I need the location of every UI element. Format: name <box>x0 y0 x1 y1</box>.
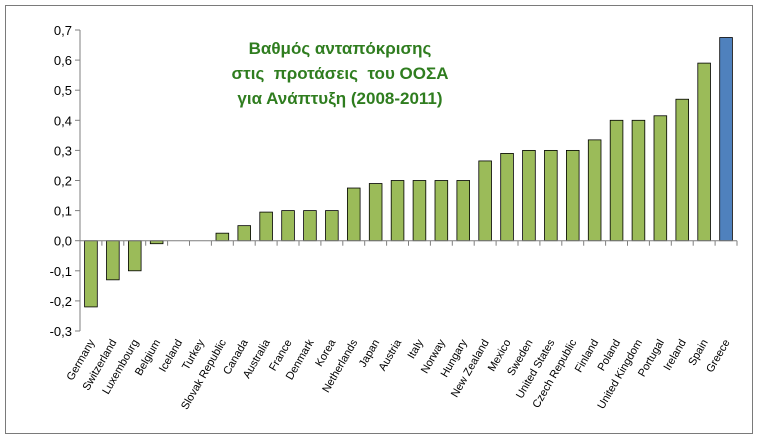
bar <box>303 210 317 242</box>
bar <box>412 180 427 242</box>
x-tick-label: Ireland <box>662 338 689 373</box>
x-tick-label: Austria <box>377 337 405 373</box>
y-tick-label: -0,2 <box>50 294 72 309</box>
chart-title-line-2: στις προτάσεις του ΟΟΣΑ <box>232 64 449 83</box>
chart-title-line-3: για Ανάπτυξη (2008-2011) <box>237 89 442 108</box>
bars <box>84 37 733 308</box>
y-tick-label: -0,3 <box>50 324 72 339</box>
y-tick-label: 0,7 <box>54 23 72 38</box>
y-tick-label: 0,3 <box>54 143 72 158</box>
y-tick-label: 0,5 <box>54 83 72 98</box>
y-tick-label: -0,1 <box>50 264 72 279</box>
bar <box>281 210 295 242</box>
bar <box>215 232 230 242</box>
bar <box>237 225 251 242</box>
chart-title: Βαθμός ανταπόκρισης στις προτάσεις του Ο… <box>232 39 449 108</box>
bar <box>544 149 558 242</box>
y-tick-label: 0,2 <box>54 174 72 189</box>
bar <box>368 183 383 242</box>
chart-title-line-1: Βαθμός ανταπόκρισης <box>249 39 432 58</box>
bar <box>522 149 536 242</box>
bar <box>697 62 711 242</box>
y-tick-label: 0,6 <box>54 53 72 68</box>
bar <box>478 160 492 242</box>
bar <box>631 119 646 242</box>
x-axis: GermanySwitzerlandLuxembourgBelgiumIcela… <box>65 240 738 412</box>
bar <box>390 180 405 242</box>
bar <box>84 240 98 308</box>
bar <box>566 149 580 242</box>
bar <box>325 210 339 242</box>
bar <box>675 98 690 242</box>
bar <box>653 115 668 242</box>
x-tick-label: Italy <box>406 337 427 361</box>
bar <box>500 153 514 242</box>
y-axis: 0,7 0,6 0,5 0,4 0,3 0,2 0,1 0,0 -0,1 -0,2 -0,3 <box>50 23 81 339</box>
bar <box>127 240 142 272</box>
bar <box>456 180 470 242</box>
y-tick-label: 0,4 <box>54 113 72 128</box>
bar <box>346 187 361 242</box>
bar <box>259 211 273 242</box>
bar <box>434 180 449 242</box>
bar <box>609 119 624 242</box>
bar <box>719 37 733 242</box>
y-tick-label: 0,0 <box>54 234 72 249</box>
y-tick-label: 0,1 <box>54 204 72 219</box>
bar <box>106 240 120 281</box>
bar <box>587 139 602 242</box>
